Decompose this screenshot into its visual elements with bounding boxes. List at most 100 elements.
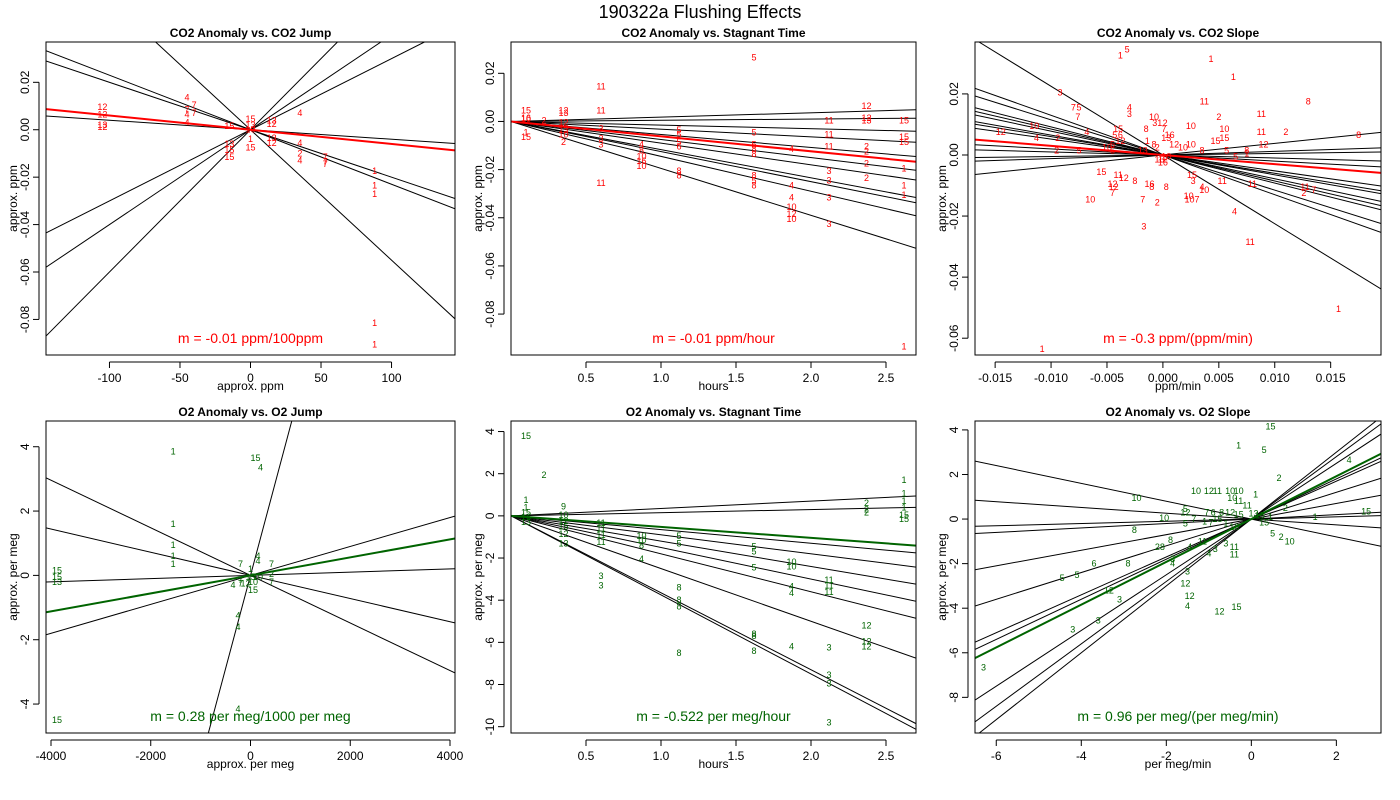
- x-axis: -6 -4 -2 0 2 per meg/min: [991, 739, 1340, 771]
- slope-annotation: m = -0.3 ppm/(ppm/min): [1103, 330, 1253, 346]
- y-tick-label: -2: [947, 558, 961, 569]
- data-point: 15: [1210, 136, 1220, 146]
- data-point: 8: [1149, 182, 1154, 192]
- data-point: 6: [1211, 507, 1216, 517]
- data-point: 3: [1185, 566, 1190, 576]
- panel-o2-slope: O2 Anomaly vs. O2 Slope -6 -4 -2 0 2 per meg/m…: [935, 405, 1382, 771]
- data-point: 4: [1347, 455, 1352, 465]
- data-point: 13: [861, 115, 871, 125]
- fit-line: [511, 120, 916, 217]
- data-point: 3: [826, 175, 831, 185]
- fit-line: [511, 506, 916, 517]
- data-point: 11: [1230, 550, 1239, 560]
- y-tick-label: -0.02: [947, 202, 961, 230]
- x-axis: -0.015 -0.010 -0.005 0.000 0.005 0.010 0.015 pp…: [978, 361, 1346, 393]
- fit-line: [46, 42, 382, 268]
- fit-line: [975, 433, 1381, 701]
- slope-annotation: m = -0.01 ppm/100ppm: [178, 330, 323, 346]
- data-point: 4: [236, 611, 241, 621]
- fit-line: [975, 515, 1381, 527]
- data-point: 2: [864, 173, 869, 183]
- data-point: 1: [901, 190, 906, 200]
- data-point: 12: [558, 529, 568, 539]
- x-axis-label: hours: [698, 379, 728, 393]
- data-point: 7: [323, 152, 328, 162]
- data-point: 15: [1113, 124, 1123, 134]
- data-point: 11: [1113, 170, 1122, 180]
- data-point: 1: [901, 489, 906, 499]
- data-point: 15: [224, 145, 234, 155]
- overall-fit-line: [46, 108, 455, 152]
- figure-title: 190322a Flushing Effects: [599, 2, 802, 22]
- data-point: 12: [861, 642, 871, 652]
- data-point: 5: [676, 531, 681, 541]
- plot-box: [510, 41, 917, 356]
- overall-fit-line: [975, 452, 1381, 660]
- data-point: 12: [861, 113, 871, 123]
- y-axis: -10 -8 -6 -4 -2 0 2 4 approx. per meg: [471, 428, 505, 735]
- data-point: 3: [1141, 222, 1146, 232]
- data-point: 3: [1117, 594, 1122, 604]
- y-tick-label: 0.00: [483, 109, 497, 133]
- data-point: 10: [1029, 121, 1039, 131]
- data-point: 4: [639, 554, 644, 564]
- data-point: 7: [269, 577, 274, 587]
- data-point: 15: [521, 431, 531, 441]
- y-tick-label: -0.08: [18, 305, 32, 333]
- fit-line: [511, 120, 916, 171]
- data-point: 8: [1144, 124, 1149, 134]
- data-point: 2: [1301, 188, 1306, 198]
- y-axis-label: approx. per meg: [935, 533, 949, 620]
- y-axis: -0.08 -0.06 -0.04 -0.02 0.00 0.02 approx. ppm: [471, 61, 505, 328]
- data-point: 7: [192, 108, 197, 118]
- overall-fit-line: [975, 138, 1381, 174]
- data-point: 8: [751, 629, 756, 639]
- data-point: 16: [636, 156, 646, 166]
- y-tick-label: -8: [483, 679, 497, 690]
- data-point: 5: [1112, 130, 1117, 140]
- data-point: 5: [1183, 519, 1188, 529]
- data-point: 12: [241, 578, 251, 588]
- data-point: 15: [521, 508, 531, 518]
- data-point: 11: [824, 142, 833, 152]
- data-point: 15: [899, 115, 909, 125]
- x-tick-label: 1.5: [728, 371, 745, 385]
- data-point: 5: [1077, 103, 1082, 113]
- x-tick-label: 1.5: [728, 749, 745, 763]
- data-point: 4: [255, 556, 260, 566]
- data-point: 4: [789, 588, 794, 598]
- data-point: 7: [323, 157, 328, 167]
- data-point: 28: [1155, 542, 1165, 552]
- data-point: 15: [250, 453, 260, 463]
- plot-box: [45, 41, 456, 356]
- data-point: 5: [1233, 152, 1238, 162]
- data-point: 4: [185, 109, 190, 119]
- data-point: 10: [1234, 486, 1244, 496]
- data-point: 8: [1168, 535, 1173, 545]
- data-point: 11: [824, 575, 833, 585]
- data-point: 1: [1223, 519, 1228, 529]
- data-point: 1: [901, 180, 906, 190]
- data-point: 5: [751, 53, 756, 63]
- data-point: 12: [1108, 179, 1118, 189]
- data-point: 13: [1161, 133, 1171, 143]
- fit-line: [511, 120, 916, 132]
- y-axis-label: approx. per meg: [6, 533, 20, 620]
- data-point: 3: [598, 580, 603, 590]
- data-point: 5: [751, 175, 756, 185]
- x-tick-label: -0.005: [1090, 371, 1124, 385]
- fit-line: [511, 495, 916, 517]
- data-point: 11: [1218, 176, 1227, 186]
- data-point: 7: [1110, 188, 1115, 198]
- data-point: 8: [639, 540, 644, 550]
- data-point: 15: [52, 572, 62, 582]
- y-tick-label: -0.06: [483, 252, 497, 280]
- data-point: 16: [1155, 155, 1165, 165]
- data-point: 4: [1232, 206, 1237, 216]
- overall-fit-line: [511, 514, 916, 547]
- data-point: 12: [1214, 607, 1224, 617]
- data-point: 1: [372, 166, 377, 176]
- y-tick-label: -0.06: [18, 258, 32, 286]
- data-point: 11: [596, 524, 605, 534]
